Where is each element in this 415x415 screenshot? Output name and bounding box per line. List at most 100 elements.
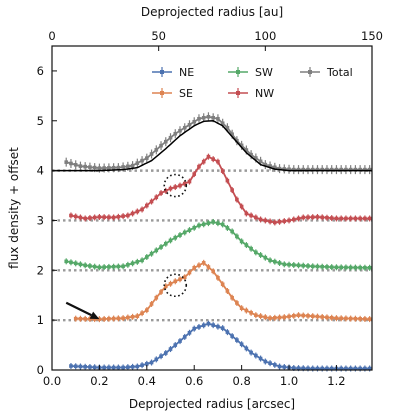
data-point (83, 364, 87, 369)
data-point (163, 351, 168, 355)
data-point (306, 366, 310, 371)
data-point (102, 365, 106, 370)
x-axis-label: Deprojected radius [arcsec] (129, 397, 295, 411)
data-point (69, 161, 73, 166)
data-point (182, 275, 187, 280)
series-total (64, 112, 372, 175)
data-point (363, 216, 367, 221)
data-point (353, 316, 358, 321)
data-point (154, 148, 159, 152)
data-point (249, 311, 253, 315)
data-point (291, 167, 296, 172)
data-point (320, 215, 325, 220)
data-point (310, 215, 315, 219)
data-point (130, 211, 135, 216)
data-point (140, 311, 144, 315)
data-point (97, 215, 102, 219)
data-point (282, 365, 287, 369)
data-point (277, 219, 282, 224)
data-point (287, 167, 291, 172)
data-point (258, 217, 263, 222)
data-point (315, 264, 320, 269)
data-point (230, 295, 234, 300)
x-tick-label: 0.8 (232, 374, 250, 388)
legend: NE SW Total SE NW (152, 66, 353, 100)
data-point (220, 282, 225, 287)
data-point (277, 261, 282, 265)
data-point (206, 154, 211, 159)
data-point (88, 216, 92, 220)
data-point (367, 167, 372, 172)
data-point (249, 350, 253, 355)
model-curve (52, 120, 372, 172)
data-point (73, 364, 78, 369)
data-point (116, 365, 121, 370)
series-line-sw (66, 221, 370, 269)
series-ne (69, 320, 372, 372)
data-point (116, 264, 121, 269)
data-point (325, 366, 329, 371)
data-point (358, 216, 362, 221)
data-point (225, 330, 230, 334)
data-point (268, 316, 272, 320)
data-point (163, 241, 168, 246)
data-point (282, 167, 287, 171)
legend-label: Total (326, 66, 353, 79)
data-point (329, 366, 334, 371)
data-point (329, 265, 334, 269)
x-axis-bottom: 0.0 0.2 0.4 0.6 0.8 1.0 1.2 (43, 365, 346, 388)
data-point (192, 172, 197, 176)
data-point (73, 316, 78, 321)
data-point (111, 365, 116, 370)
data-point (306, 264, 310, 268)
data-point (107, 166, 111, 170)
data-point (230, 188, 234, 192)
data-point (182, 181, 187, 186)
top-tick-label: 0 (48, 29, 55, 43)
data-point (225, 289, 230, 293)
data-point (249, 246, 253, 251)
data-point (197, 116, 201, 121)
data-point (149, 360, 154, 365)
data-point (69, 213, 73, 218)
data-point (135, 161, 140, 165)
data-point (173, 185, 178, 189)
data-point (273, 259, 277, 264)
data-point (296, 167, 301, 172)
data-point (126, 164, 130, 169)
legend-label: NE (179, 66, 194, 79)
data-point (273, 220, 277, 225)
series-sw (64, 218, 372, 271)
data-point (282, 219, 287, 223)
legend-swatch-marker (236, 70, 240, 74)
data-point (334, 265, 339, 270)
data-point (73, 163, 78, 167)
data-point (102, 317, 106, 321)
data-point (230, 229, 234, 234)
data-point (282, 315, 287, 319)
data-point (353, 265, 358, 270)
legend-swatch-marker (308, 70, 312, 74)
data-point (197, 223, 201, 228)
data-point (220, 169, 225, 173)
data-point (254, 250, 258, 255)
data-point (216, 275, 220, 280)
data-point (211, 269, 215, 274)
data-point (367, 216, 372, 221)
legend-swatch-marker (160, 70, 164, 74)
data-point (263, 218, 268, 223)
dotted-circle (163, 273, 188, 298)
data-point (216, 159, 220, 164)
data-point (97, 265, 102, 270)
data-point (353, 216, 358, 221)
data-point (363, 317, 367, 321)
data-point (88, 317, 92, 321)
data-point (182, 230, 187, 235)
y-axis-label: flux density + offset (7, 147, 21, 269)
data-point (178, 233, 182, 237)
data-point (102, 215, 106, 219)
data-point (149, 251, 154, 256)
data-point (310, 314, 315, 318)
data-point (315, 215, 320, 219)
